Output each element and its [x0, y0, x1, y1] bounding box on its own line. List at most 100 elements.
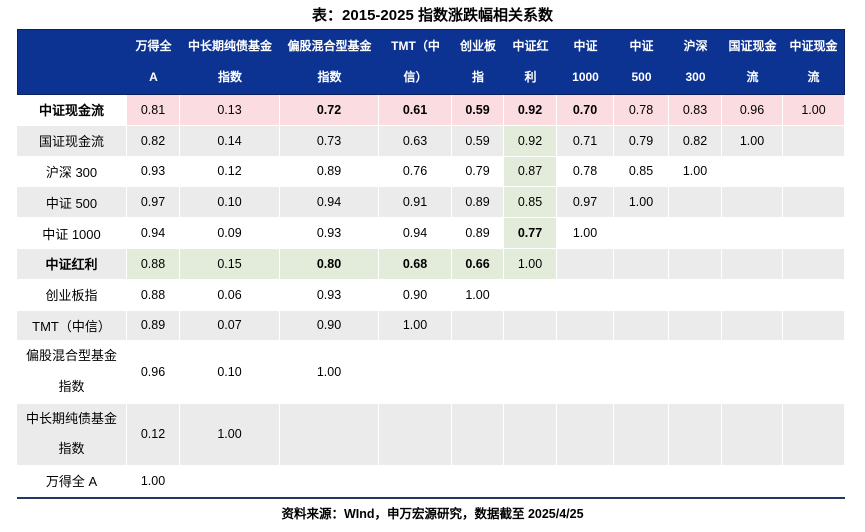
- value-cell: 0.13: [180, 95, 280, 126]
- column-header-line: TMT（中: [391, 39, 440, 53]
- column-header-line: 沪深: [683, 39, 708, 53]
- table-row: 沪深 300 0.93 0.12 0.89 0.76 0.79 0.87 0.78 0.85 1.…: [17, 156, 845, 188]
- column-header-line: 中证: [573, 39, 598, 53]
- value-cell: 1.00: [127, 465, 180, 497]
- value-cell: 1.00: [722, 125, 783, 157]
- value-cell: 0.94: [379, 218, 452, 249]
- column-header-line: 指数: [217, 70, 242, 84]
- empty-cell: [783, 248, 845, 280]
- empty-cell: [722, 156, 783, 188]
- empty-cell: [614, 248, 669, 280]
- row-label-line: 偏股混合型基金: [25, 348, 117, 364]
- value-cell: 0.10: [180, 187, 280, 219]
- value-cell: 0.93: [127, 156, 180, 188]
- row-label: 中证 1000: [17, 218, 127, 249]
- row-label: 中证 500: [17, 187, 127, 219]
- value-cell: 0.71: [557, 125, 614, 157]
- value-cell: 0.63: [379, 125, 452, 157]
- value-cell: 0.91: [379, 187, 452, 219]
- value-cell: 0.89: [452, 218, 504, 249]
- table-row: 中证 1000 0.94 0.09 0.93 0.94 0.89 0.77 1.00: [17, 218, 845, 249]
- empty-cell: [452, 403, 504, 466]
- empty-cell: [783, 403, 845, 466]
- empty-cell: [722, 218, 783, 249]
- empty-cell: [504, 465, 557, 497]
- empty-cell: [783, 187, 845, 219]
- source-note: 资料来源：WInd，申万宏源研究，数据截至 2025/4/25: [281, 506, 584, 521]
- value-cell: 0.10: [180, 341, 280, 404]
- empty-cell: [783, 310, 845, 342]
- row-label: 中证红利: [17, 248, 127, 280]
- column-header-line: 中证现金: [789, 39, 838, 53]
- value-cell: 0.96: [127, 341, 180, 404]
- empty-cell: [614, 403, 669, 466]
- empty-cell: [722, 403, 783, 466]
- empty-cell: [783, 125, 845, 157]
- empty-cell: [504, 341, 557, 404]
- row-label-line: 指数: [58, 378, 85, 394]
- empty-cell: [180, 465, 280, 497]
- value-cell: 1.00: [280, 341, 379, 404]
- table-row: 中长期纯债基金 指数 0.12 1.00: [17, 403, 845, 466]
- empty-cell: [504, 279, 557, 311]
- value-cell: 0.85: [504, 187, 557, 219]
- value-cell: 1.00: [783, 95, 845, 126]
- empty-cell: [504, 310, 557, 342]
- value-cell: 0.61: [379, 95, 452, 126]
- header-corner-cell: [17, 29, 127, 95]
- value-cell: 0.73: [280, 125, 379, 157]
- value-cell: 0.90: [280, 310, 379, 342]
- column-header-line: 指数: [317, 70, 342, 84]
- column-header-line: 指: [471, 70, 484, 84]
- value-cell: 0.79: [452, 156, 504, 188]
- value-cell: 1.00: [180, 403, 280, 466]
- column-header-line: 500: [631, 70, 652, 84]
- empty-cell: [379, 341, 452, 404]
- empty-cell: [557, 465, 614, 497]
- column-header-line: 偏股混合型基金: [287, 39, 372, 53]
- value-cell: 0.15: [180, 248, 280, 280]
- value-cell: 0.93: [280, 279, 379, 311]
- empty-cell: [783, 465, 845, 497]
- value-cell: 1.00: [557, 218, 614, 249]
- column-header: 中证红利: [504, 29, 557, 95]
- empty-cell: [557, 403, 614, 466]
- empty-cell: [379, 403, 452, 466]
- value-cell: 0.93: [280, 218, 379, 249]
- value-cell: 1.00: [614, 187, 669, 219]
- column-header-line: 创业板: [459, 39, 496, 53]
- column-header: 中长期纯债基金 指数: [180, 29, 280, 95]
- value-cell: 1.00: [669, 156, 722, 188]
- value-cell: 0.89: [452, 187, 504, 219]
- empty-cell: [614, 310, 669, 342]
- column-header-line: 流: [807, 70, 820, 84]
- column-header-line: 国证现金: [728, 39, 777, 53]
- empty-cell: [722, 310, 783, 342]
- column-header: 国证现金流: [722, 29, 783, 95]
- table-row: 中证 500 0.97 0.10 0.94 0.91 0.89 0.85 0.97 1.00: [17, 187, 845, 219]
- table-row: 中证红利 0.88 0.15 0.80 0.68 0.66 1.00: [17, 248, 845, 280]
- empty-cell: [452, 310, 504, 342]
- value-cell: 0.94: [127, 218, 180, 249]
- empty-cell: [669, 187, 722, 219]
- empty-cell: [722, 248, 783, 280]
- row-label: 沪深 300: [17, 156, 127, 188]
- empty-cell: [452, 341, 504, 404]
- value-cell: 0.90: [379, 279, 452, 311]
- row-label: 万得全 A: [17, 465, 127, 497]
- value-cell: 0.97: [127, 187, 180, 219]
- table-header: 万得全 A 中长期纯债基金 指数 偏股混合型基金 指数 TMT（中 信） 创业板指中证红利中证 1…: [17, 29, 845, 95]
- value-cell: 0.06: [180, 279, 280, 311]
- value-cell: 0.59: [452, 125, 504, 157]
- value-cell: 1.00: [504, 248, 557, 280]
- empty-cell: [614, 218, 669, 249]
- value-cell: 1.00: [452, 279, 504, 311]
- value-cell: 0.88: [127, 279, 180, 311]
- table-title: 表：2015-2025 指数涨跌幅相关系数: [312, 7, 553, 24]
- empty-cell: [614, 279, 669, 311]
- value-cell: 0.92: [504, 125, 557, 157]
- row-label: 创业板指: [17, 279, 127, 311]
- column-header-line: 300: [685, 70, 706, 84]
- column-header: 创业板指: [452, 29, 504, 95]
